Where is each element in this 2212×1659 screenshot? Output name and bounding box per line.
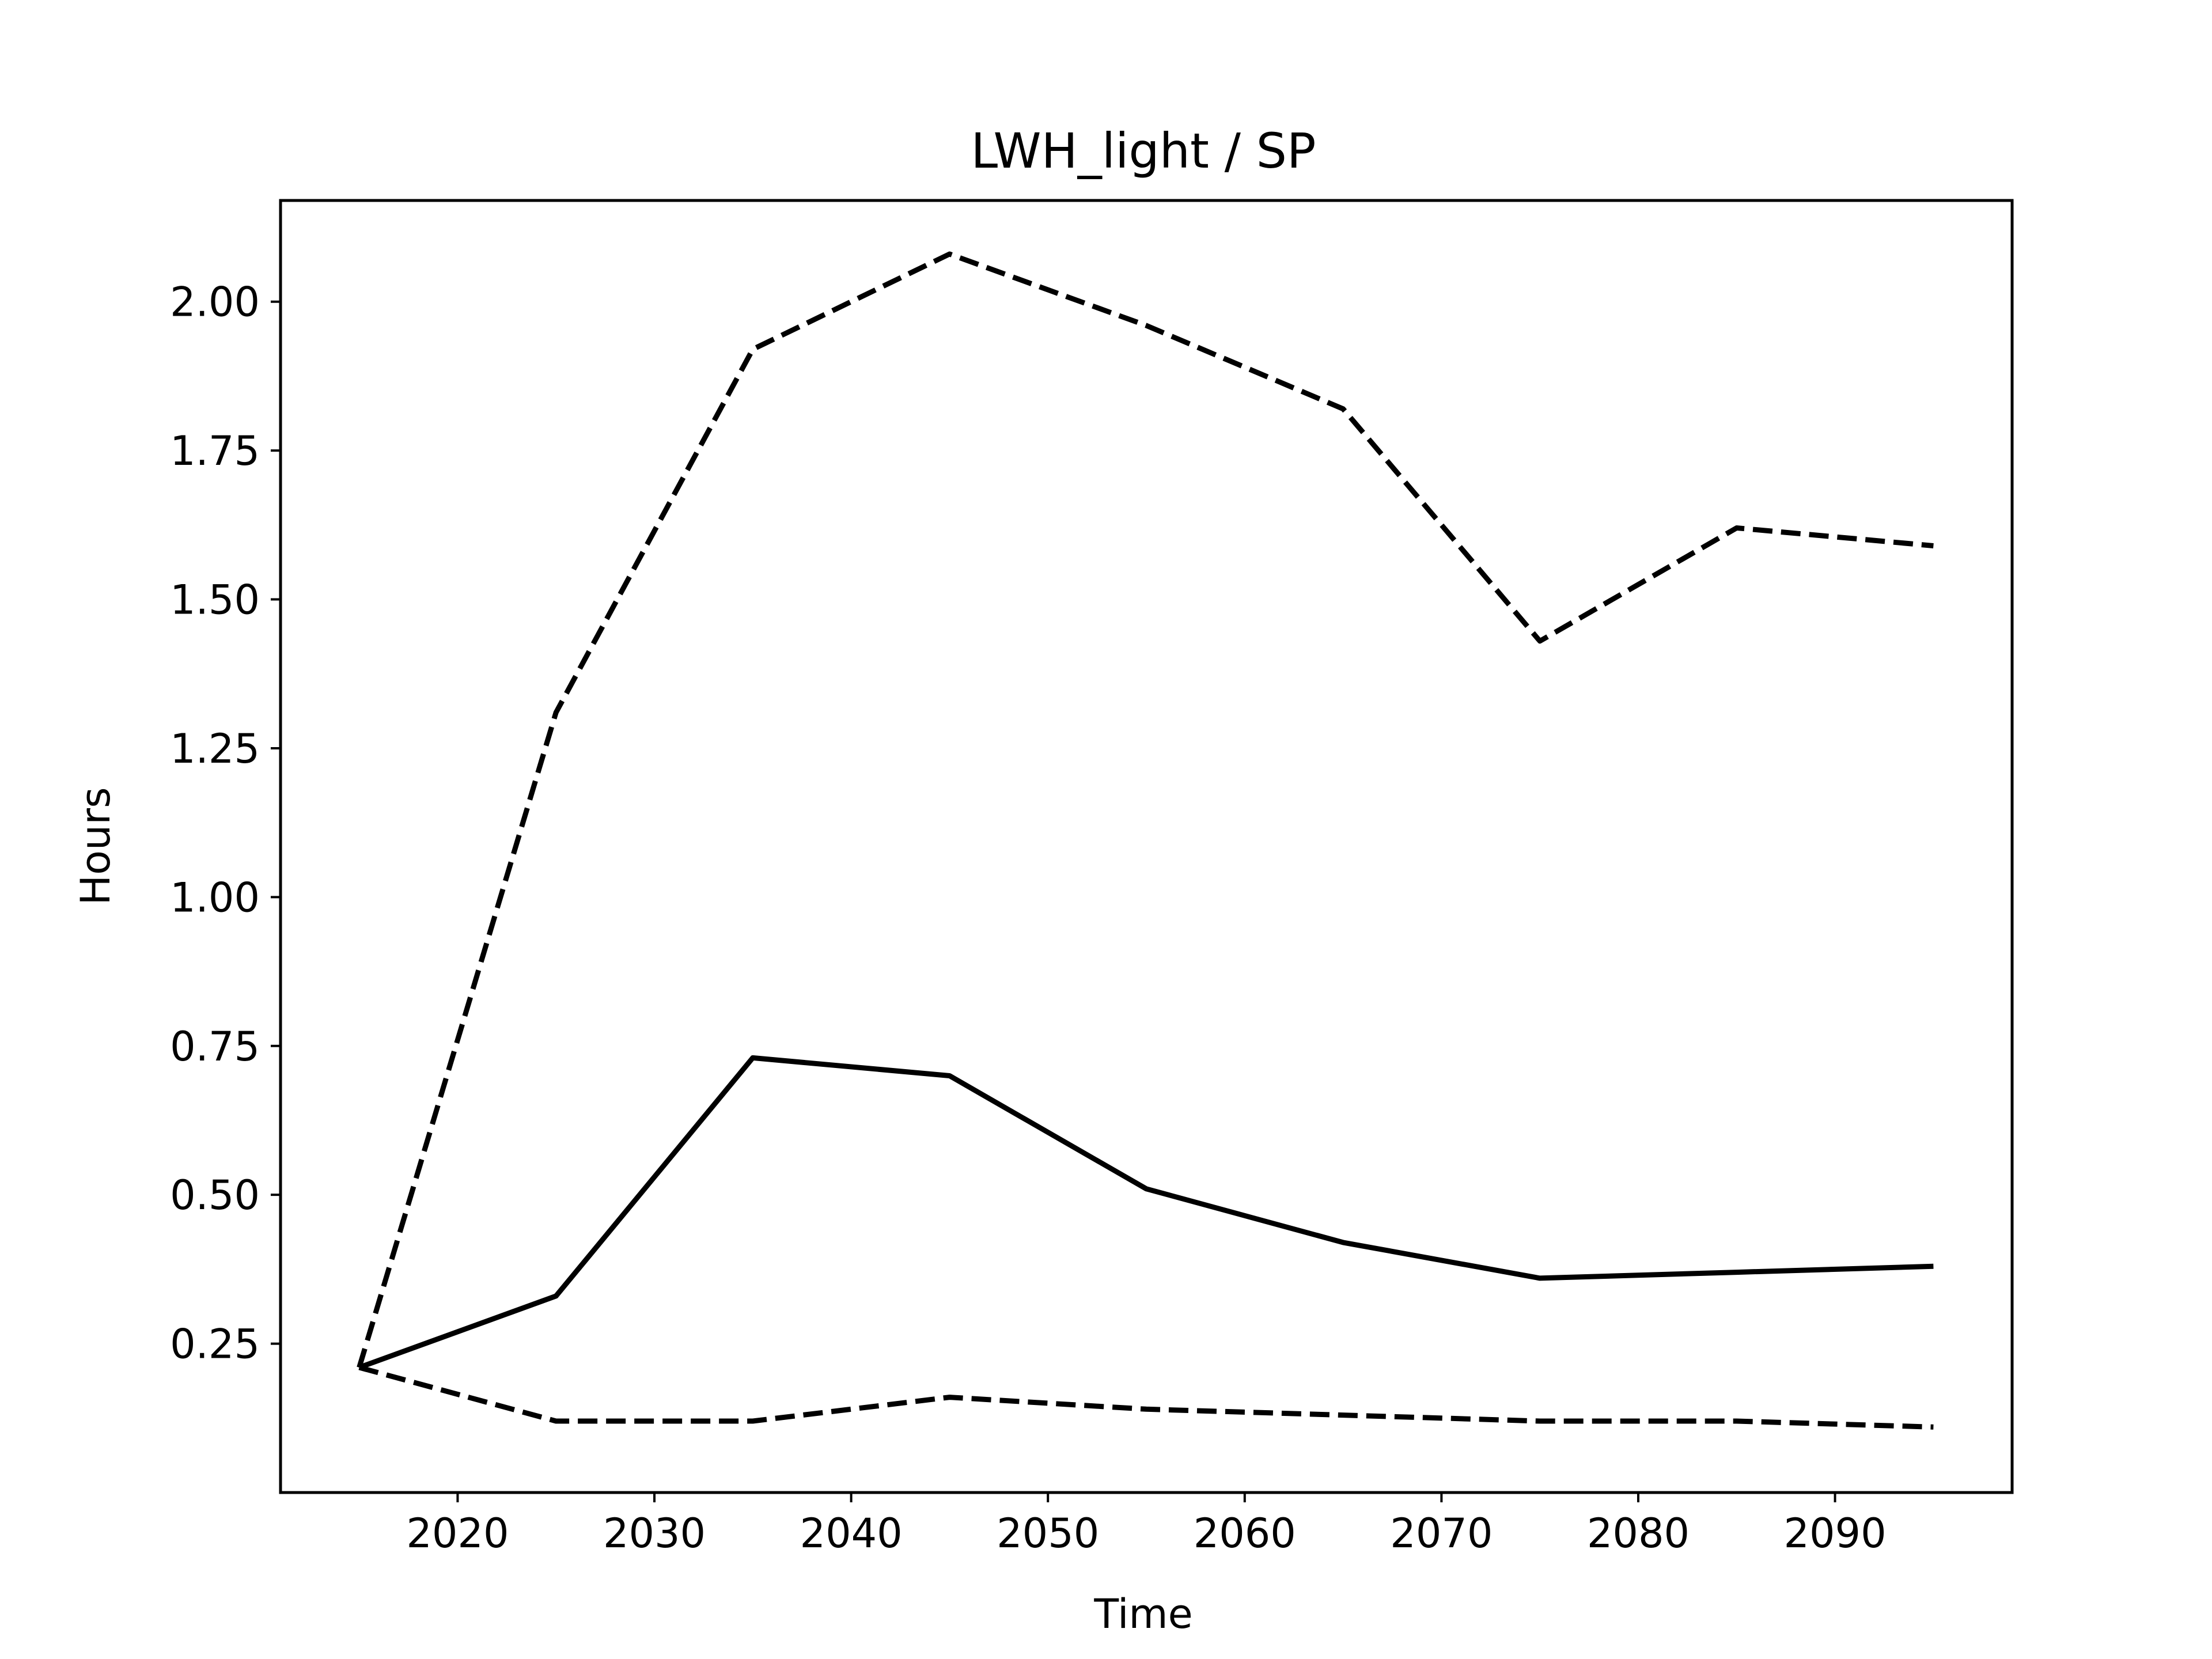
x-tick-label: 2080 <box>1587 1510 1690 1557</box>
x-tick-label: 2090 <box>1783 1510 1886 1557</box>
x-tick-label: 2070 <box>1390 1510 1493 1557</box>
series-line-1 <box>357 251 1934 1369</box>
y-tick-label: 0.50 <box>170 1172 260 1219</box>
y-tick-label: 1.00 <box>170 874 260 921</box>
x-axis-ticks: 2020 2030 2040 2050 2060 2070 2080 2090 <box>406 1493 1887 1557</box>
x-tick-label: 2060 <box>1194 1510 1296 1557</box>
x-tick-label: 2020 <box>406 1510 509 1557</box>
y-axis-label: Hours <box>72 787 119 905</box>
plot-frame <box>279 199 2014 1494</box>
y-axis-ticks: 0.25 0.50 0.75 1.00 1.25 1.50 1.75 2.00 <box>170 279 281 1368</box>
y-tick-label: 2.00 <box>170 279 260 326</box>
x-tick-label: 2050 <box>997 1510 1099 1557</box>
chart-title: LWH_light / SP <box>971 123 1316 179</box>
x-tick-label: 2030 <box>603 1510 706 1557</box>
y-tick-label: 0.75 <box>170 1023 260 1070</box>
y-tick-label: 1.75 <box>170 427 260 475</box>
series-layer <box>357 251 1934 1430</box>
x-tick-label: 2040 <box>800 1510 903 1557</box>
y-tick-label: 1.25 <box>170 725 260 772</box>
y-tick-label: 1.50 <box>170 577 260 624</box>
series-line-3 <box>358 1365 1934 1430</box>
y-tick-label: 0.25 <box>170 1321 260 1368</box>
series-line-2 <box>358 1055 1934 1370</box>
x-axis-label: Time <box>1093 1590 1192 1638</box>
